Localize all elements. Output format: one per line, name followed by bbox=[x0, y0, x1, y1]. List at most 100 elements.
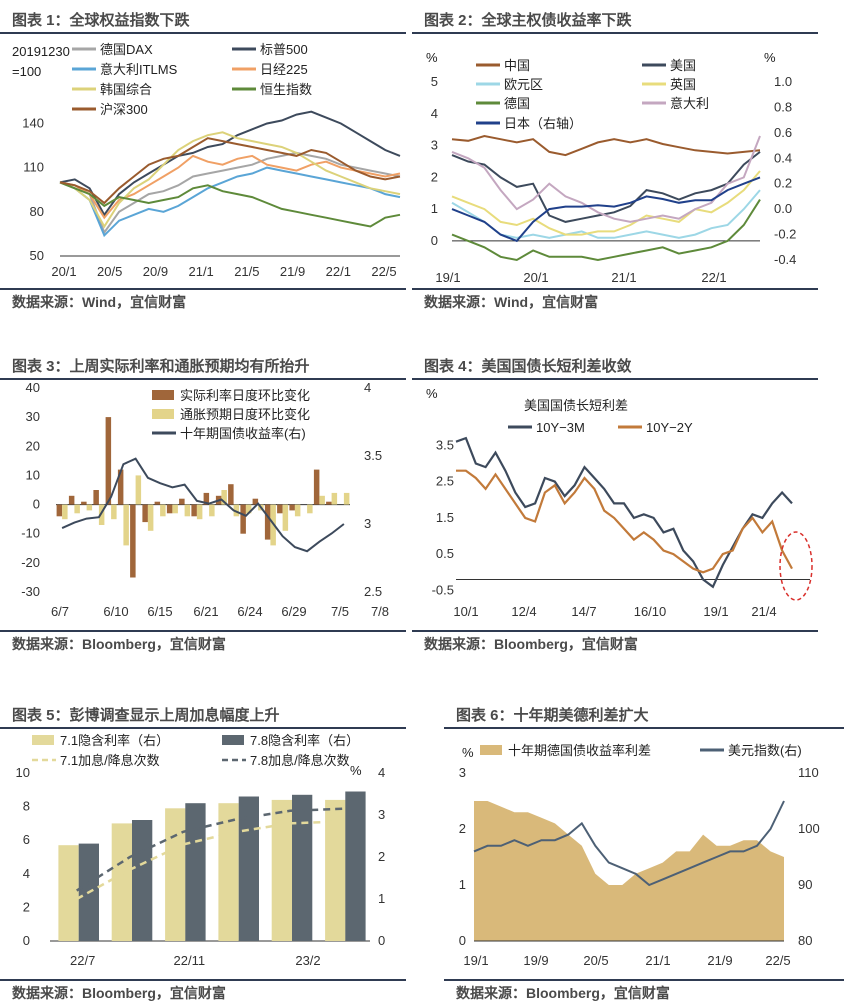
chart-5-source: 数据来源：Bloomberg，宜信财富 bbox=[0, 979, 406, 1003]
chart-1-xtick-5: 21/9 bbox=[280, 264, 305, 279]
chart-4-ytick-1: 0.5 bbox=[436, 546, 454, 561]
chart-1-xtick-7: 22/5 bbox=[371, 264, 396, 279]
chart-4-source: 数据来源：Bloomberg，宜信财富 bbox=[412, 630, 818, 654]
chart-4-ytick-0: -0.5 bbox=[432, 582, 454, 597]
chart-2-y-unit-left: % bbox=[426, 50, 438, 65]
chart-3-bar-0-5 bbox=[117, 469, 124, 505]
chart-1-xtick-2: 20/9 bbox=[143, 264, 168, 279]
chart-2-source: 数据来源：Wind，宜信财富 bbox=[412, 288, 818, 312]
chart-5-y2tick-4: 4 bbox=[378, 765, 385, 780]
chart-1-legend-label-6: 沪深300 bbox=[100, 102, 148, 117]
panel-chart-2: 图表 2：全球主权债收益率下跌 %% 0 1 2 3 4 5 -0.4 -0.2 0.0 0.2 0.… bbox=[412, 8, 818, 312]
chart-3-bar-0-8 bbox=[154, 501, 161, 505]
chart-3-bar-0-1 bbox=[68, 495, 75, 505]
chart-5-title: 图表 5：彭博调查显示上周加息幅度上升 bbox=[0, 703, 406, 729]
chart-3-xtick-2: 6/15 bbox=[147, 604, 172, 619]
chart-4-legend-label-1: 10Y−2Y bbox=[646, 420, 693, 435]
chart-1-series-x-5 bbox=[59, 181, 401, 228]
chart-6-y-unit-left: % bbox=[462, 745, 474, 760]
chart-3-bar-1-9 bbox=[172, 504, 178, 514]
chart-3-bar-1-2 bbox=[86, 504, 93, 511]
chart-3-ytick-2: -10 bbox=[21, 526, 40, 541]
chart-2-series-x-1 bbox=[451, 151, 761, 223]
chart-3-y2tick-2: 3.5 bbox=[364, 448, 382, 463]
chart-1-xtick-3: 21/1 bbox=[188, 264, 213, 279]
chart-6-plot: % 0 1 2 3 80 90 100 110 19/1 19/9 20/5 21/1 21/9 22/5 十… bbox=[459, 743, 820, 968]
chart-3-bar-1-3 bbox=[98, 504, 105, 525]
chart-3-bar-0-12 bbox=[203, 492, 210, 505]
chart-5-legend-label-2: 7.1加息/降息次数 bbox=[60, 753, 160, 768]
chart-3-legend-swatch-0 bbox=[152, 390, 174, 400]
chart-3-plot: -30 -20 -10 0 10 20 30 40 2.5 3 3.5 4 6/7 6/10 6/15 6/2… bbox=[21, 380, 389, 619]
chart-5-xtick-2: 23/2 bbox=[295, 953, 320, 968]
chart-1-series-225-3 bbox=[59, 154, 401, 220]
chart-4-series-10y-2y-1 bbox=[456, 469, 793, 574]
chart-5-legend-swatch-1 bbox=[222, 735, 244, 745]
chart-5-legend-label-0: 7.1隐含利率（右） bbox=[60, 733, 169, 748]
chart-5-y2tick-2: 2 bbox=[378, 849, 385, 864]
chart-1-series-500-1 bbox=[59, 110, 401, 217]
chart-3-ytick-4: 10 bbox=[26, 467, 40, 482]
chart-1-ytick-1: 80 bbox=[30, 204, 44, 219]
chart-3-xtick-4: 6/24 bbox=[237, 604, 262, 619]
chart-6-y2tick-2: 100 bbox=[798, 821, 820, 836]
chart-3-bar-1-0 bbox=[62, 504, 68, 520]
chart-5-bar-0-3 bbox=[218, 803, 239, 941]
chart-2-legend-label-5: 意大利 bbox=[670, 96, 709, 111]
chart-1-series-x-4 bbox=[59, 131, 401, 229]
chart-2-y2tick-7: 1.0 bbox=[774, 74, 792, 89]
chart-5-bar-1-4 bbox=[292, 794, 313, 941]
chart-4-legend-title: 美国国债长短利差 bbox=[524, 398, 628, 413]
chart-4-ytick-4: 3.5 bbox=[436, 437, 454, 452]
chart-3-series-x-2 bbox=[61, 457, 345, 553]
chart-5-bar-1-3 bbox=[238, 796, 259, 941]
chart-3-source: 数据来源：Bloomberg，宜信财富 bbox=[0, 630, 406, 654]
chart-3-bar-0-10 bbox=[179, 498, 185, 505]
chart-3-bar-0-6 bbox=[130, 504, 136, 578]
chart-1-legend-label-3: 日经225 bbox=[260, 62, 308, 77]
chart-3-bar-0-19 bbox=[289, 504, 295, 511]
chart-5-bar-0-1 bbox=[111, 823, 132, 941]
chart-6-xtick-4: 21/9 bbox=[707, 953, 732, 968]
chart-3-bar-1-23 bbox=[343, 492, 350, 505]
chart-1-ytick-2: 110 bbox=[23, 160, 44, 175]
chart-2-y2tick-5: 0.6 bbox=[774, 125, 792, 140]
chart-3-y2tick-3: 4 bbox=[364, 380, 371, 395]
chart-2-y2tick-2: 0.0 bbox=[774, 201, 792, 216]
chart-3-bar-0-2 bbox=[81, 501, 87, 505]
chart-3-bar-1-15 bbox=[245, 504, 252, 514]
chart-2-plot: % % 0 1 2 3 4 5 -0.4 -0.2 0.0 0.2 0.4 0.6 0.8 1.0 19/1 20… bbox=[426, 50, 796, 285]
chart-3-bar-0-15 bbox=[240, 504, 246, 534]
chart-6-xtick-0: 19/1 bbox=[463, 953, 488, 968]
chart-6-xtick-2: 20/5 bbox=[583, 953, 608, 968]
chart-2-ytick-4: 4 bbox=[431, 106, 438, 121]
chart-3-bar-0-18 bbox=[277, 504, 283, 514]
chart-3-bar-1-1 bbox=[74, 504, 80, 514]
chart-3-bar-0-22 bbox=[326, 501, 332, 505]
chart-3-bar-1-18 bbox=[282, 504, 289, 531]
chart-5-series-7-1-2 bbox=[76, 820, 344, 901]
chart-5-y2tick-1: 1 bbox=[378, 891, 385, 906]
chart-5-ytick-0: 0 bbox=[23, 933, 30, 948]
chart-3-bar-0-0 bbox=[56, 504, 63, 517]
panel-chart-3: 图表 3：上周实际利率和通胀预期均有所抬升 -30 -20 -10 0 10 20 30 40… bbox=[0, 354, 406, 654]
chart-3-bar-0-9 bbox=[166, 504, 173, 514]
chart-5-ytick-3: 6 bbox=[23, 832, 30, 847]
chart-1-xtick-1: 20/5 bbox=[97, 264, 122, 279]
chart-6-title: 图表 6：十年期美德利差扩大 bbox=[444, 703, 844, 729]
chart-2-y2tick-6: 0.8 bbox=[774, 99, 792, 114]
chart-5-legend-label-3: 7.8加息/降息次数 bbox=[250, 753, 350, 768]
chart-6-legend-swatch-0 bbox=[480, 745, 502, 755]
chart-3-bar-0-16 bbox=[252, 498, 259, 505]
chart-3-ytick-5: 20 bbox=[26, 438, 40, 453]
chart-1-legend-label-4: 韩国综合 bbox=[100, 82, 152, 97]
chart-6-ytick-3: 3 bbox=[459, 765, 466, 780]
chart-1-series-itlms-2 bbox=[59, 166, 401, 238]
chart-2-xtick-0: 19/1 bbox=[435, 270, 460, 285]
chart-6-area-x bbox=[474, 801, 784, 941]
chart-6-xtick-5: 22/5 bbox=[765, 953, 790, 968]
chart-1-xtick-4: 21/5 bbox=[234, 264, 259, 279]
chart-6-y2tick-3: 110 bbox=[798, 765, 819, 780]
chart-3-legend-label-2: 十年期国债收益率(右) bbox=[180, 426, 306, 441]
chart-3-ytick-3: 0 bbox=[33, 497, 40, 512]
